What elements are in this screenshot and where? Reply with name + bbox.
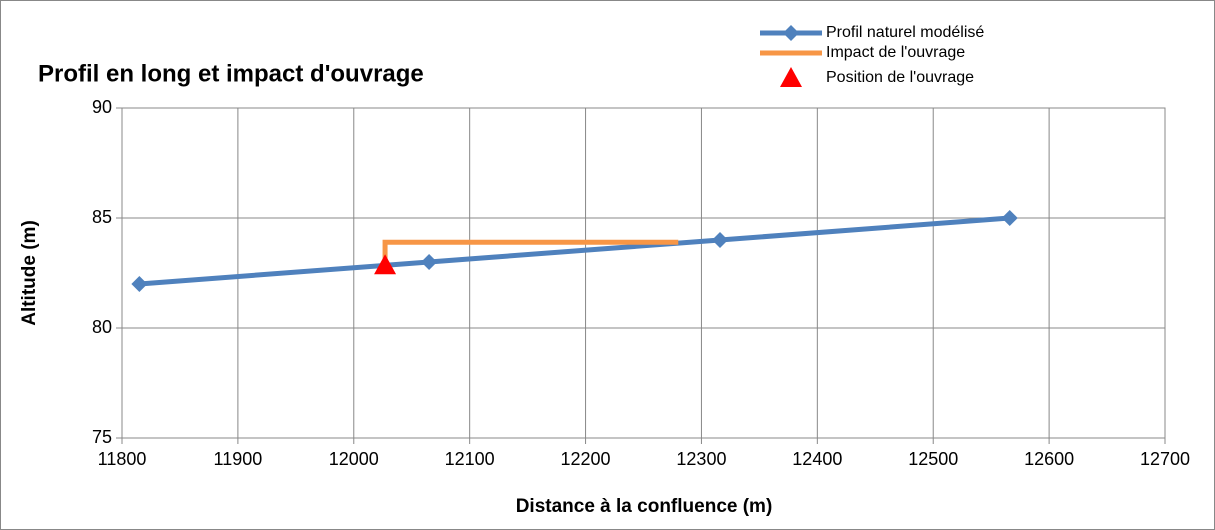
data-point <box>421 254 438 270</box>
data-point <box>1001 210 1018 226</box>
y-tick-label: 85 <box>92 207 112 227</box>
x-tick-label: 12100 <box>445 449 495 469</box>
x-tick-label: 12000 <box>329 449 379 469</box>
x-axis-label: Distance à la confluence (m) <box>516 496 773 517</box>
legend-marker <box>783 25 799 41</box>
chart-title: Profil en long et impact d'ouvrage <box>38 60 424 87</box>
x-tick-label: 11900 <box>214 449 263 469</box>
legend-marker <box>780 67 802 87</box>
x-tick-label: 12500 <box>908 449 958 469</box>
y-tick-label: 75 <box>92 427 112 447</box>
x-tick-label: 11800 <box>98 449 147 469</box>
x-tick-label: 12600 <box>1024 449 1074 469</box>
y-axis-label: Altitude (m) <box>19 220 40 326</box>
data-point <box>131 276 148 292</box>
series-line <box>139 215 1010 287</box>
x-tick-label: 12300 <box>676 449 726 469</box>
x-tick-label: 12400 <box>792 449 842 469</box>
y-tick-label: 90 <box>92 97 112 117</box>
data-point <box>374 254 397 275</box>
y-tick-label: 80 <box>92 317 112 337</box>
legend-label: Impact de l'ouvrage <box>826 44 965 61</box>
plot-border <box>121 107 1166 439</box>
x-tick-label: 12700 <box>1140 449 1190 469</box>
legend-label: Position de l'ouvrage <box>826 69 974 86</box>
x-tick-label: 12200 <box>561 449 611 469</box>
legend-label: Profil naturel modélisé <box>826 24 984 41</box>
data-point <box>711 232 728 248</box>
